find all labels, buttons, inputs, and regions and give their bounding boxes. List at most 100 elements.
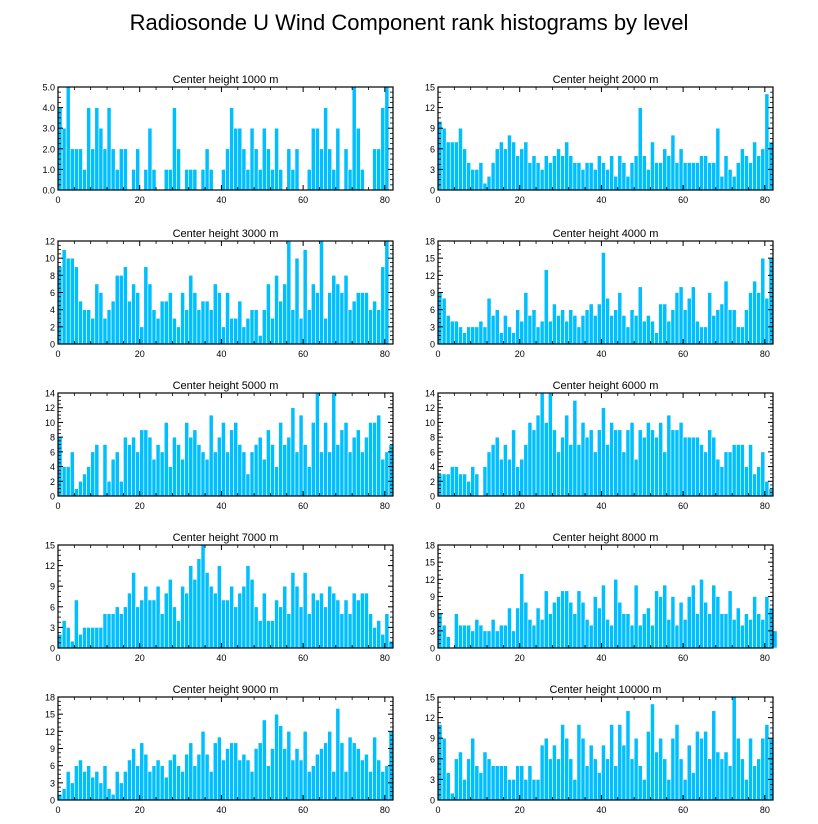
- histogram-bar: [237, 592, 243, 649]
- histogram-bar: [245, 759, 251, 801]
- histogram-bar: [564, 141, 570, 191]
- histogram-bar: [735, 162, 741, 191]
- histogram-bar: [168, 292, 173, 345]
- histogram-bar: [588, 624, 594, 649]
- histogram-bar: [756, 155, 762, 191]
- histogram-bar: [633, 737, 639, 801]
- histogram-bar: [584, 436, 590, 497]
- histogram-bar: [176, 444, 181, 497]
- histogram-bar: [106, 788, 112, 801]
- histogram-bar: [270, 169, 275, 191]
- y-tick-label: 3: [430, 165, 435, 175]
- histogram-bar: [270, 748, 275, 801]
- histogram-bar: [282, 585, 288, 649]
- histogram-bar: [629, 758, 635, 801]
- histogram-bar: [764, 724, 770, 801]
- x-tick-label: 80: [380, 195, 390, 205]
- histogram-bar: [61, 127, 67, 191]
- histogram-bar: [490, 444, 496, 497]
- histogram-bar: [752, 280, 757, 345]
- histogram-bar: [278, 422, 283, 497]
- histogram-bar: [474, 473, 480, 497]
- histogram-bar: [347, 169, 353, 191]
- histogram-bar: [584, 162, 590, 191]
- histogram-bar: [752, 765, 757, 801]
- histogram-bar: [82, 473, 87, 497]
- histogram-bar: [184, 592, 190, 649]
- histogram-bar: [498, 332, 504, 345]
- histogram-bar: [503, 444, 508, 497]
- histogram-bar: [470, 466, 476, 497]
- histogram-bar: [695, 320, 700, 345]
- histogram-bar: [695, 436, 700, 497]
- histogram-bar: [217, 565, 222, 649]
- histogram-bar: [711, 584, 717, 649]
- histogram-bar: [511, 779, 516, 801]
- histogram-bar: [703, 451, 708, 497]
- histogram-bar: [94, 444, 100, 497]
- histogram-bar: [155, 317, 161, 345]
- histogram-bar: [674, 724, 680, 801]
- histogram-bar: [670, 134, 676, 191]
- histogram-bar: [376, 620, 382, 649]
- histogram-bar: [592, 169, 598, 191]
- histogram-bar: [543, 155, 549, 191]
- histogram-bar: [315, 292, 320, 345]
- histogram-bar: [568, 444, 574, 497]
- histogram-bar: [188, 742, 194, 801]
- histogram-bar: [449, 320, 455, 345]
- histogram-bar: [139, 326, 145, 345]
- histogram-bar: [707, 292, 713, 345]
- x-tick-label: 20: [135, 653, 145, 663]
- histogram-bar: [515, 466, 521, 497]
- histogram-bar: [641, 779, 647, 801]
- histogram-bar: [74, 148, 79, 191]
- histogram-bar: [519, 765, 525, 801]
- y-tick-label: 18: [425, 237, 435, 247]
- histogram-bar: [123, 436, 128, 497]
- histogram-bar: [690, 584, 696, 649]
- x-tick-label: 20: [135, 195, 145, 205]
- histogram-bar: [646, 169, 651, 191]
- histogram-bar: [78, 148, 83, 191]
- histogram-bar: [319, 592, 324, 649]
- histogram-bar: [90, 317, 96, 345]
- histogram-bar: [695, 731, 700, 801]
- histogram-bar: [372, 627, 377, 649]
- histogram-bar: [241, 585, 247, 649]
- histogram-bar: [102, 148, 108, 191]
- histogram-bar: [617, 724, 623, 801]
- histogram-bar: [351, 742, 357, 801]
- histogram-bar: [151, 458, 157, 497]
- histogram-bar: [212, 742, 218, 801]
- histogram-bar: [184, 169, 190, 191]
- histogram-bar: [274, 275, 279, 345]
- y-tick-label: 6: [50, 761, 55, 771]
- histogram-bar: [69, 640, 75, 649]
- histogram-bar: [535, 414, 541, 497]
- histogram-bar: [159, 613, 165, 649]
- y-tick-label: 3: [430, 626, 435, 636]
- y-tick-label: 3: [50, 778, 55, 788]
- histogram-bar: [707, 429, 713, 497]
- histogram-bar: [225, 148, 230, 191]
- histogram-bar: [298, 606, 304, 649]
- histogram-bar: [192, 579, 198, 649]
- histogram-bar: [86, 466, 91, 497]
- histogram-bar: [441, 737, 447, 801]
- histogram-bar: [756, 466, 762, 497]
- histogram-bar: [131, 283, 136, 345]
- histogram-bar: [690, 162, 696, 191]
- histogram-bar: [274, 466, 279, 497]
- histogram-bar: [740, 758, 745, 801]
- histogram-bar: [584, 309, 590, 345]
- histogram-bar: [331, 275, 337, 345]
- subplot-title: Center height 7000 m: [173, 532, 279, 544]
- histogram-bar: [552, 155, 557, 191]
- histogram-bar: [527, 162, 533, 191]
- histogram-bar: [208, 771, 214, 801]
- histogram-bar: [641, 155, 647, 191]
- histogram-bar: [86, 765, 91, 801]
- histogram-bar: [204, 458, 210, 497]
- histogram-bar: [315, 599, 320, 649]
